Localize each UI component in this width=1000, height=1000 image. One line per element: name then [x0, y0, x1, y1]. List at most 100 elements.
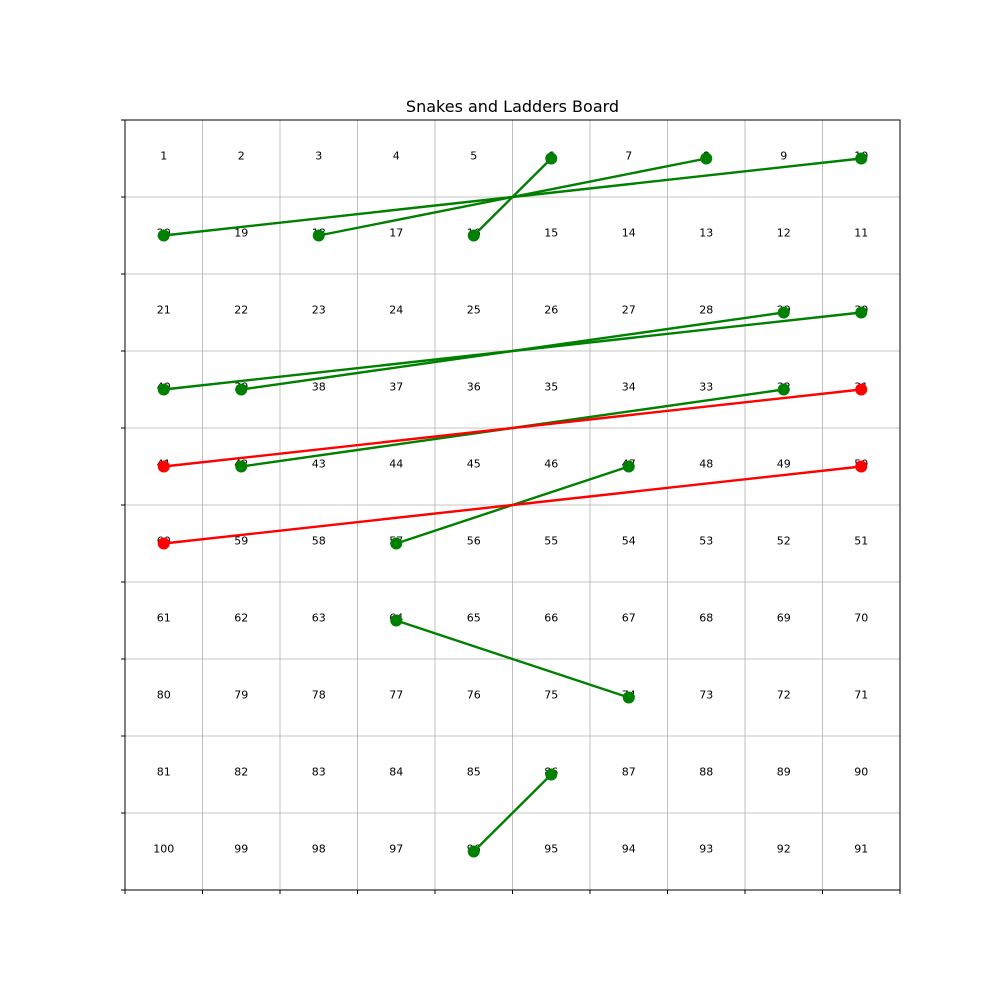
cell-label-27: 27 — [622, 304, 636, 317]
cell-labels: 1234567891020191817161514131211212223242… — [153, 150, 868, 856]
cell-label-76: 76 — [467, 689, 481, 702]
cell-label-87: 87 — [622, 766, 636, 779]
cell-label-95: 95 — [544, 843, 558, 856]
cell-label-82: 82 — [234, 766, 248, 779]
cell-label-34: 34 — [622, 381, 636, 394]
cell-label-15: 15 — [544, 227, 558, 240]
link-39-29 — [240, 311, 785, 391]
cell-label-17: 17 — [389, 227, 403, 240]
cell-label-61: 61 — [157, 612, 171, 625]
cell-label-1: 1 — [160, 150, 167, 163]
cell-label-66: 66 — [544, 612, 558, 625]
cell-label-24: 24 — [389, 304, 403, 317]
link-endpoints — [157, 152, 868, 858]
link-endpoint-6 — [545, 152, 558, 165]
cell-label-4: 4 — [393, 150, 400, 163]
cell-label-67: 67 — [622, 612, 636, 625]
axis-ticks — [121, 119, 901, 894]
cell-label-85: 85 — [467, 766, 481, 779]
cell-label-37: 37 — [389, 381, 403, 394]
cell-label-55: 55 — [544, 535, 558, 548]
link-endpoint-31 — [855, 383, 868, 396]
link-endpoint-96 — [467, 845, 480, 858]
link-64-74 — [395, 619, 630, 699]
board-links — [162, 157, 863, 853]
cell-label-90: 90 — [854, 766, 868, 779]
link-endpoint-39 — [235, 383, 248, 396]
link-endpoint-60 — [157, 537, 170, 550]
cell-label-53: 53 — [699, 535, 713, 548]
link-endpoint-10 — [855, 152, 868, 165]
cell-label-77: 77 — [389, 689, 403, 702]
link-endpoint-42 — [235, 460, 248, 473]
link-endpoint-18 — [312, 229, 325, 242]
link-endpoint-41 — [157, 460, 170, 473]
cell-label-83: 83 — [312, 766, 326, 779]
cell-label-80: 80 — [157, 689, 171, 702]
cell-label-100: 100 — [153, 843, 174, 856]
link-endpoint-64 — [390, 614, 403, 627]
cell-label-22: 22 — [234, 304, 248, 317]
cell-label-14: 14 — [622, 227, 636, 240]
cell-label-92: 92 — [777, 843, 791, 856]
cell-label-21: 21 — [157, 304, 171, 317]
cell-label-84: 84 — [389, 766, 403, 779]
link-endpoint-8 — [700, 152, 713, 165]
cell-label-48: 48 — [699, 458, 713, 471]
cell-label-88: 88 — [699, 766, 713, 779]
cell-label-9: 9 — [780, 150, 787, 163]
cell-label-46: 46 — [544, 458, 558, 471]
cell-label-25: 25 — [467, 304, 481, 317]
link-20-10 — [162, 157, 863, 237]
cell-label-99: 99 — [234, 843, 248, 856]
cell-label-63: 63 — [312, 612, 326, 625]
cell-label-12: 12 — [777, 227, 791, 240]
chart-title: Snakes and Ladders Board — [406, 97, 619, 116]
link-endpoint-20 — [157, 229, 170, 242]
link-endpoint-86 — [545, 768, 558, 781]
cell-label-73: 73 — [699, 689, 713, 702]
cell-label-75: 75 — [544, 689, 558, 702]
link-endpoint-74 — [622, 691, 635, 704]
link-60-50 — [162, 465, 863, 545]
cell-label-23: 23 — [312, 304, 326, 317]
cell-label-2: 2 — [238, 150, 245, 163]
cell-label-59: 59 — [234, 535, 248, 548]
cell-label-43: 43 — [312, 458, 326, 471]
cell-label-56: 56 — [467, 535, 481, 548]
cell-label-7: 7 — [625, 150, 632, 163]
cell-label-19: 19 — [234, 227, 248, 240]
link-endpoint-16 — [467, 229, 480, 242]
cell-label-69: 69 — [777, 612, 791, 625]
cell-label-98: 98 — [312, 843, 326, 856]
cell-label-26: 26 — [544, 304, 558, 317]
cell-label-79: 79 — [234, 689, 248, 702]
cell-label-13: 13 — [699, 227, 713, 240]
link-endpoint-29 — [777, 306, 790, 319]
cell-label-3: 3 — [315, 150, 322, 163]
cell-label-35: 35 — [544, 381, 558, 394]
cell-label-49: 49 — [777, 458, 791, 471]
cell-label-28: 28 — [699, 304, 713, 317]
cell-label-44: 44 — [389, 458, 403, 471]
cell-label-11: 11 — [854, 227, 868, 240]
cell-label-45: 45 — [467, 458, 481, 471]
link-41-31 — [162, 388, 863, 468]
cell-label-65: 65 — [467, 612, 481, 625]
cell-label-51: 51 — [854, 535, 868, 548]
cell-label-68: 68 — [699, 612, 713, 625]
cell-label-36: 36 — [467, 381, 481, 394]
cell-label-33: 33 — [699, 381, 713, 394]
link-endpoint-57 — [390, 537, 403, 550]
cell-label-58: 58 — [312, 535, 326, 548]
cell-label-5: 5 — [470, 150, 477, 163]
cell-label-97: 97 — [389, 843, 403, 856]
cell-label-78: 78 — [312, 689, 326, 702]
cell-label-89: 89 — [777, 766, 791, 779]
cell-label-94: 94 — [622, 843, 636, 856]
link-96-86 — [472, 773, 553, 853]
link-endpoint-30 — [855, 306, 868, 319]
cell-label-71: 71 — [854, 689, 868, 702]
cell-label-81: 81 — [157, 766, 171, 779]
